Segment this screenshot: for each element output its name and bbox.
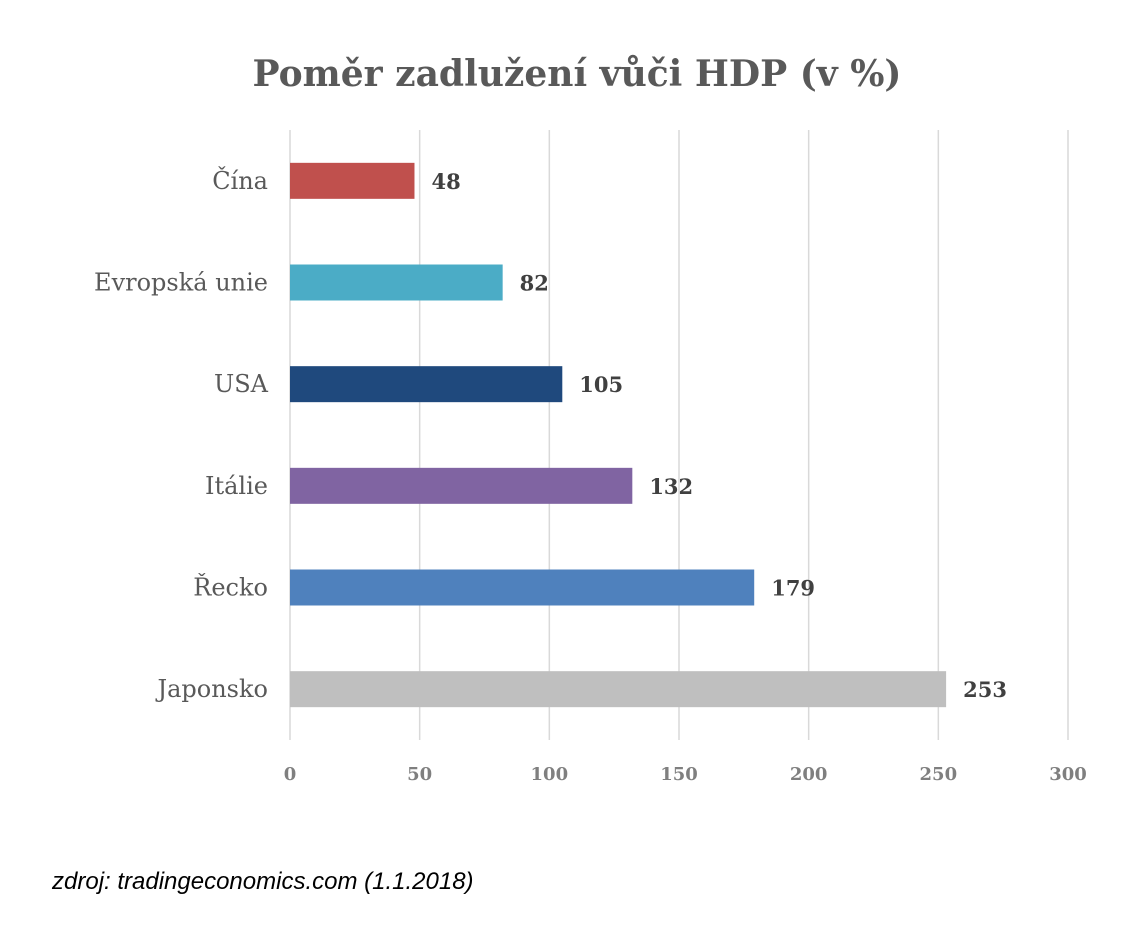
data-label: 179 xyxy=(771,576,815,601)
chart-title: Poměr zadlužení vůči HDP (v %) xyxy=(253,53,902,95)
category-labels: Čína Evropská unie USA Itálie Řecko Japonsko xyxy=(94,166,269,703)
x-tick-label: 150 xyxy=(660,764,698,785)
gridlines xyxy=(289,130,1069,740)
bar xyxy=(290,569,755,606)
x-tick-label: 100 xyxy=(531,764,569,785)
bar xyxy=(290,264,503,301)
category-label: Čína xyxy=(212,166,268,195)
bar xyxy=(290,366,563,403)
x-tick-label: 200 xyxy=(790,764,828,785)
source-note: zdroj: tradingeconomics.com (1.1.2018) xyxy=(52,868,474,895)
bars xyxy=(290,162,947,708)
bar-chart: Poměr zadlužení vůči HDP (v %) Čína Evrop… xyxy=(94,53,1087,785)
value-labels: 48 82 105 132 179 253 xyxy=(431,169,1006,702)
data-label: 82 xyxy=(520,271,549,296)
category-label: USA xyxy=(214,370,269,398)
category-label: Japonsko xyxy=(154,675,268,703)
x-tick-label: 50 xyxy=(407,764,432,785)
bar xyxy=(290,467,633,504)
x-tick-label: 250 xyxy=(920,764,958,785)
data-label: 253 xyxy=(963,677,1007,702)
x-axis-tick-labels: 0 50 100 150 200 250 300 xyxy=(284,764,1087,785)
bar xyxy=(290,162,415,199)
data-label: 48 xyxy=(431,169,460,194)
x-tick-label: 300 xyxy=(1049,764,1087,785)
category-label: Řecko xyxy=(193,573,268,602)
category-label: Evropská unie xyxy=(94,269,268,297)
bar xyxy=(290,671,947,708)
data-label: 132 xyxy=(649,474,693,499)
category-label: Itálie xyxy=(205,472,268,500)
data-label: 105 xyxy=(579,372,623,397)
x-tick-label: 0 xyxy=(284,764,297,785)
